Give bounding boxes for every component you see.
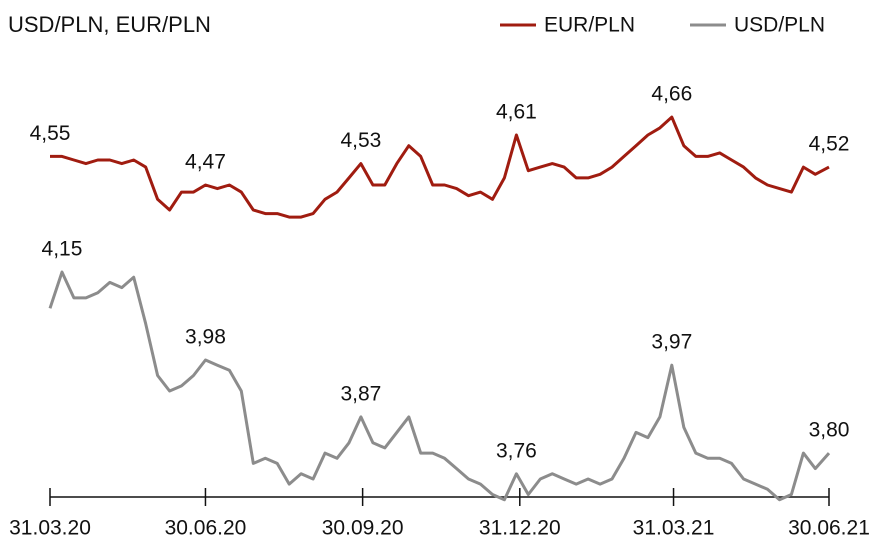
series-line (48, 270, 831, 502)
legend-label: USD/PLN (734, 14, 825, 37)
series-line (50, 115, 830, 219)
x-tick-label: 30.09.20 (322, 517, 404, 540)
x-tick-label: 31.03.21 (633, 517, 715, 540)
chart-subtitle: USD/PLN, EUR/PLN (8, 12, 211, 37)
data-label: 4,61 (496, 101, 537, 124)
data-label: 4,66 (651, 83, 692, 106)
data-label: 4,53 (340, 129, 381, 152)
data-label: 4,52 (809, 133, 850, 156)
data-label: 3,87 (340, 382, 381, 405)
legend-label: EUR/PLN (544, 14, 635, 37)
x-tick-label: 31.03.20 (9, 517, 91, 540)
x-tick-label: 31.12.20 (479, 517, 561, 540)
data-label: 4,55 (30, 122, 71, 145)
data-label: 4,47 (185, 151, 226, 174)
data-label: 3,76 (496, 439, 537, 462)
x-tick-label: 30.06.21 (788, 517, 870, 540)
data-label: 4,15 (42, 238, 83, 261)
data-label: 3,98 (185, 326, 226, 349)
x-tick-label: 30.06.20 (165, 517, 247, 540)
data-label: 3,80 (809, 419, 850, 442)
data-label: 3,97 (651, 331, 692, 354)
